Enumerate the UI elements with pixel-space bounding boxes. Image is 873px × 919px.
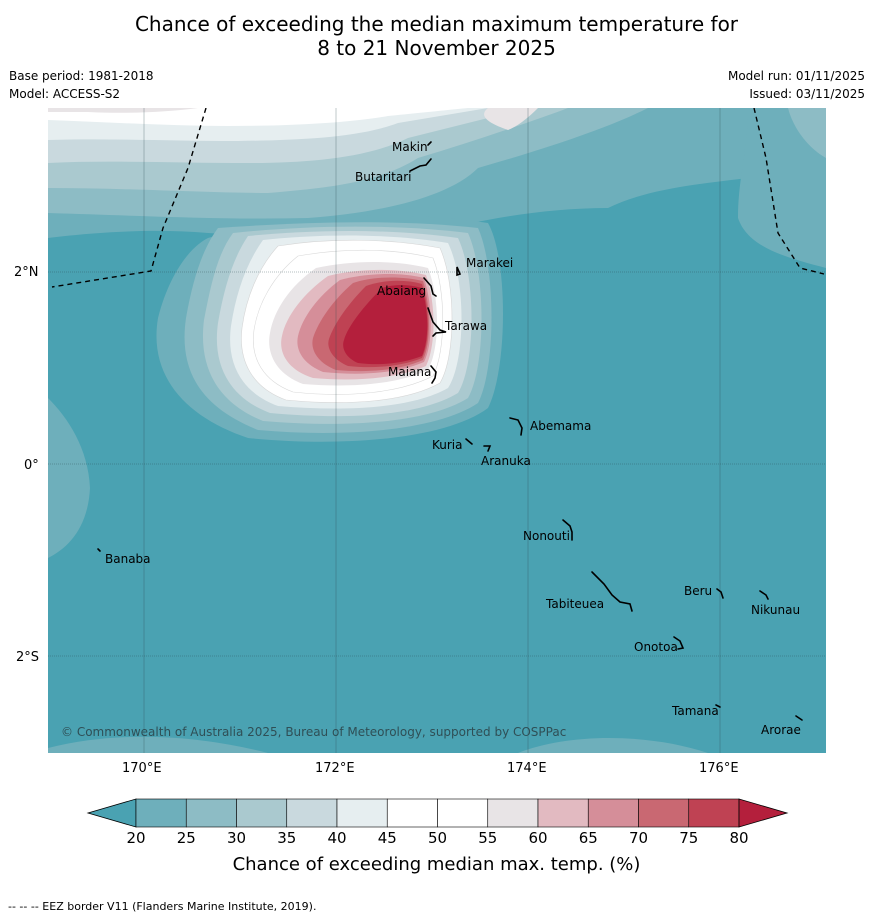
colorbar-cell xyxy=(185,798,237,828)
contour-band-west-25 xyxy=(48,398,90,558)
lat-label-2n: 2°N xyxy=(14,265,39,280)
colorbar-tick-label: 35 xyxy=(277,829,297,847)
lon-label-172e: 172°E xyxy=(315,761,355,776)
map-copyright: © Commonwealth of Australia 2025, Bureau… xyxy=(61,725,566,739)
island-maiana xyxy=(430,365,437,384)
colorbar-tick-label: 45 xyxy=(377,829,397,847)
label-nonouti: Nonouti xyxy=(523,529,570,543)
colorbar-arrow-low xyxy=(86,798,137,828)
colorbar-cell xyxy=(386,798,438,828)
contour-band-north-60b xyxy=(484,108,538,130)
island-abemama xyxy=(509,417,523,436)
model-name: Model: ACCESS-S2 xyxy=(9,87,121,101)
colorbar-cell xyxy=(336,798,388,828)
label-aranuka: Aranuka xyxy=(481,454,531,468)
island-tarawa xyxy=(427,307,447,337)
lat-label-2s: 2°S xyxy=(16,650,40,665)
label-makin: Makin xyxy=(392,140,428,154)
colorbar-tick-label: 20 xyxy=(126,829,146,847)
lat-label-0: 0° xyxy=(24,458,39,473)
colorbar-arrow-high xyxy=(738,798,789,828)
label-abemama: Abemama xyxy=(530,419,591,433)
colorbar-tick-label: 75 xyxy=(679,829,699,847)
contour-band-south-25b xyxy=(518,738,708,753)
colorbar-cell xyxy=(487,798,539,828)
lon-label-174e: 174°E xyxy=(507,761,547,776)
forecast-map: Makin Butaritari Marakei Abaiang Tarawa … xyxy=(48,108,826,753)
issued-date: Issued: 03/11/2025 xyxy=(749,87,865,101)
colorbar-tick-label: 70 xyxy=(628,829,649,847)
colorbar-cell xyxy=(286,798,338,828)
label-beru: Beru xyxy=(684,584,712,598)
colorbar-tick-label: 80 xyxy=(729,829,749,847)
island-aranuka xyxy=(483,445,492,452)
colorbar-tick-label: 60 xyxy=(528,829,548,847)
island-nonouti xyxy=(562,519,573,541)
label-butaritari: Butaritari xyxy=(355,170,412,184)
label-tarawa: Tarawa xyxy=(444,319,487,333)
colorbar-tick-label: 30 xyxy=(226,829,247,847)
island-banaba xyxy=(97,548,101,552)
colorbar-title: Chance of exceeding median max. temp. (%… xyxy=(232,854,641,875)
contour-band-east-30 xyxy=(788,108,826,158)
label-marakei: Marakei xyxy=(466,256,513,270)
island-onotoa xyxy=(673,636,685,650)
chart-title-line-2: 8 to 21 November 2025 xyxy=(317,36,556,60)
label-onotoa: Onotoa xyxy=(634,640,678,654)
contour-band-north-50 xyxy=(48,108,468,126)
label-nikunau: Nikunau xyxy=(751,603,800,617)
label-maiana: Maiana xyxy=(388,365,431,379)
base-period: Base period: 1981-2018 xyxy=(9,69,154,83)
colorbar-tick-label: 25 xyxy=(176,829,196,847)
model-run: Model run: 01/11/2025 xyxy=(727,69,865,83)
island-marakei xyxy=(456,266,462,277)
colorbar-tick-label: 40 xyxy=(327,829,347,847)
colorbar-cell xyxy=(135,798,187,828)
island-tamana xyxy=(715,704,721,708)
colorbar-cell xyxy=(236,798,288,828)
colorbar-cell xyxy=(638,798,690,828)
eez-border-west xyxy=(51,108,207,288)
island-tabiteuea xyxy=(591,571,633,612)
label-kuria: Kuria xyxy=(432,438,463,452)
colorbar xyxy=(86,798,789,828)
island-makin xyxy=(427,141,432,146)
label-arorae: Arorae xyxy=(761,723,801,737)
island-nikunau xyxy=(759,590,769,600)
lon-label-176e: 176°E xyxy=(699,761,739,776)
colorbar-cell xyxy=(437,798,489,828)
contour-band-anomaly-core xyxy=(343,285,428,365)
eez-footnote: -- -- -- EEZ border V11 (Flanders Marine… xyxy=(8,900,317,913)
colorbar-cell xyxy=(537,798,589,828)
chart-title-line-1: Chance of exceeding the median maximum t… xyxy=(134,12,739,36)
contour-band-south-25 xyxy=(48,736,268,753)
label-banaba: Banaba xyxy=(105,552,151,566)
island-beru xyxy=(716,588,724,599)
label-tamana: Tamana xyxy=(671,704,719,718)
colorbar-cell xyxy=(688,798,740,828)
island-kuria xyxy=(465,438,473,445)
island-arorae xyxy=(795,715,803,721)
colorbar-tick-label: 55 xyxy=(478,829,498,847)
colorbar-tick-label: 50 xyxy=(427,829,448,847)
colorbar-tick-label: 65 xyxy=(578,829,598,847)
island-abaiang xyxy=(423,277,437,297)
island-butaritari xyxy=(409,158,432,172)
eez-border-east xyxy=(753,108,825,275)
label-tabiteuea: Tabiteuea xyxy=(545,597,604,611)
contour-band-east-25 xyxy=(738,108,826,268)
label-abaiang: Abaiang xyxy=(377,284,426,298)
colorbar-cell xyxy=(587,798,639,828)
lon-label-170e: 170°E xyxy=(122,761,162,776)
contour-band-north-60 xyxy=(48,108,198,113)
